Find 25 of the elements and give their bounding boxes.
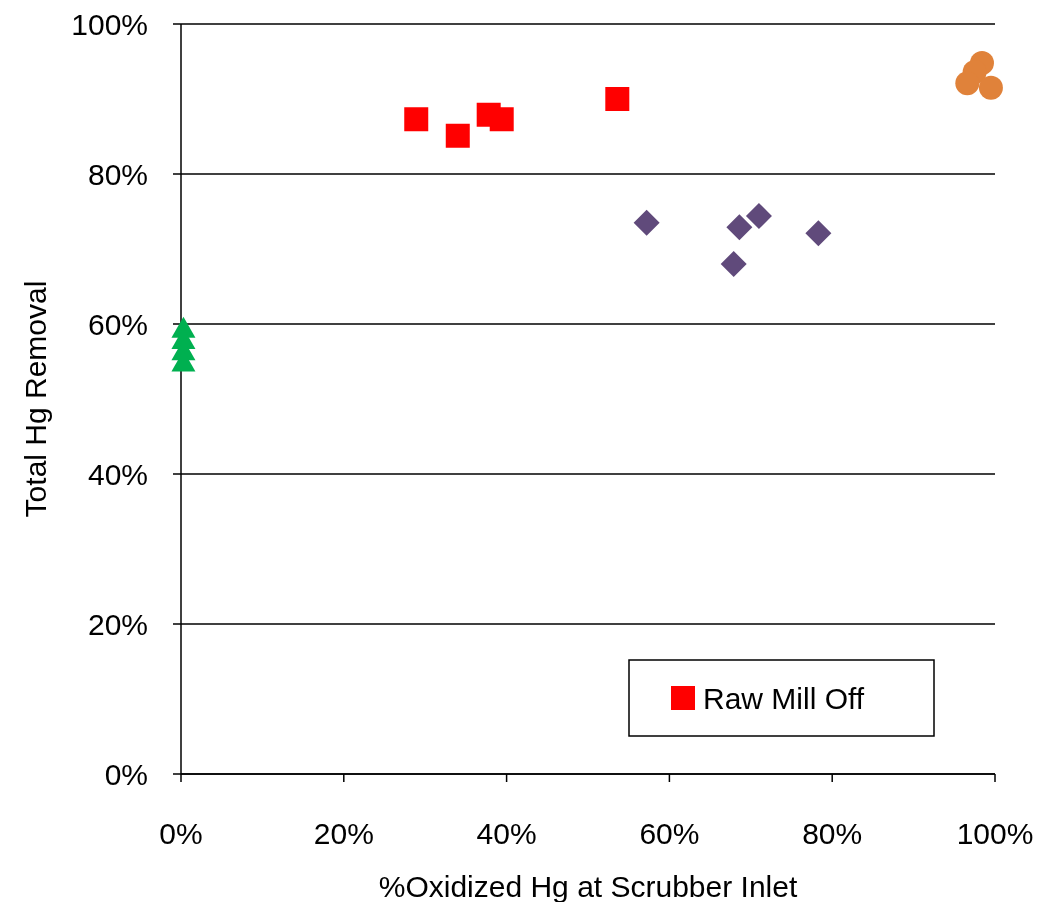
legend-label: Raw Mill Off xyxy=(703,681,865,715)
y-tick-label: 60% xyxy=(87,307,148,341)
point xyxy=(489,107,514,132)
x-tick-label: 20% xyxy=(313,817,374,850)
point xyxy=(404,107,429,132)
y-tick-label: 100% xyxy=(71,7,148,41)
point xyxy=(726,214,753,241)
x-tick-label: 80% xyxy=(802,817,863,850)
point xyxy=(745,203,772,229)
y-tick-label: 40% xyxy=(87,457,148,491)
y-tick-label: 20% xyxy=(87,607,148,641)
point xyxy=(445,123,470,148)
y-tick-label: 80% xyxy=(87,157,148,191)
point xyxy=(633,209,660,236)
point xyxy=(605,87,630,111)
x-tick-label: 60% xyxy=(639,817,700,850)
point xyxy=(955,71,980,96)
point xyxy=(978,75,1003,100)
x-tick-label: 100% xyxy=(956,817,1034,850)
y-tick-label: 0% xyxy=(104,757,148,791)
point xyxy=(720,251,747,277)
y-axis-title: Total Hg Removal xyxy=(19,280,52,518)
point xyxy=(805,220,832,247)
x-tick-label: 0% xyxy=(159,817,203,850)
x-tick-label: 40% xyxy=(476,817,537,850)
